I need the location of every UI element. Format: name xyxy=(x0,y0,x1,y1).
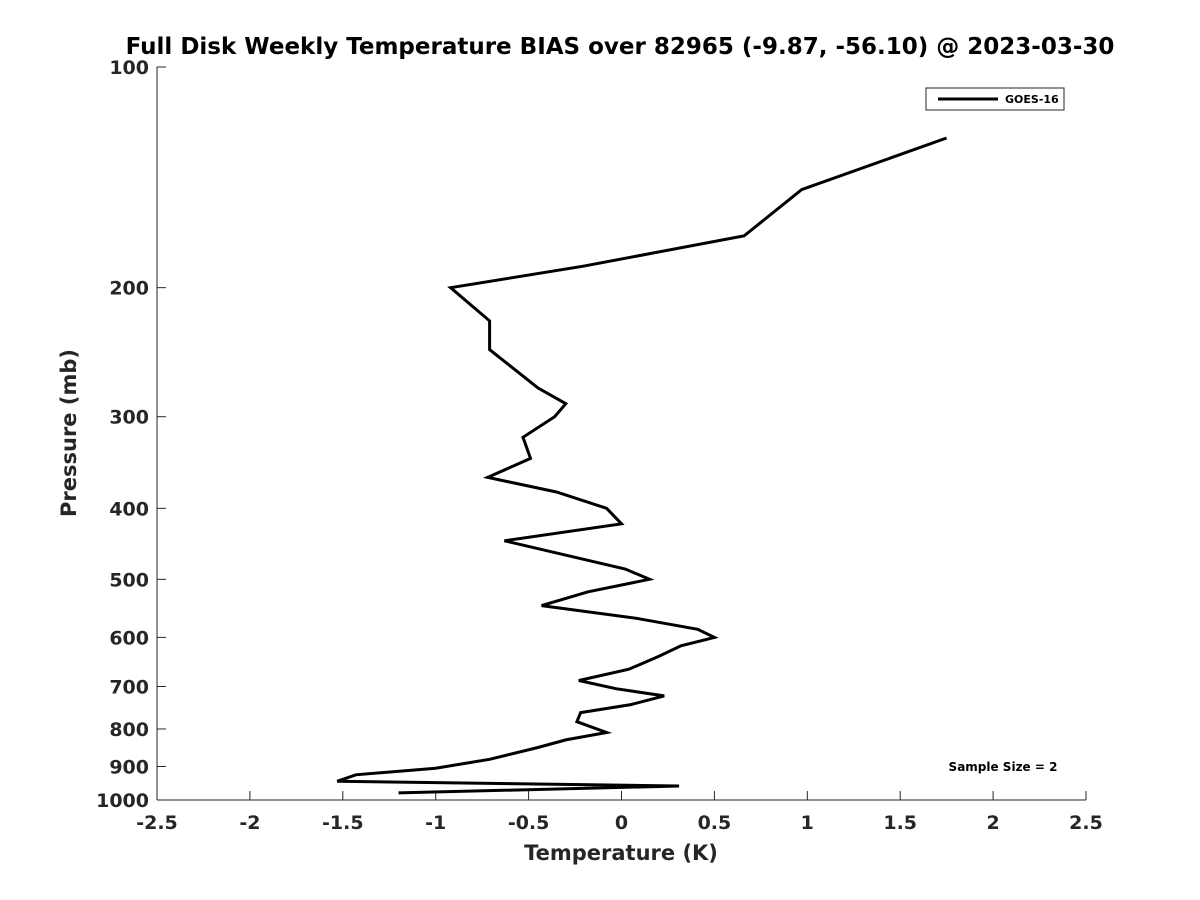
legend-label: GOES-16 xyxy=(1005,93,1059,106)
legend: GOES-16 xyxy=(925,87,1065,111)
x-tick-label: 1 xyxy=(801,812,814,834)
x-tick-label: 0.5 xyxy=(698,812,732,834)
y-tick-label: 800 xyxy=(109,719,149,741)
y-axis-label: Pressure (mb) xyxy=(57,349,81,517)
y-tick-label: 100 xyxy=(109,57,149,79)
series-line xyxy=(336,136,948,795)
y-tick-label: 200 xyxy=(109,278,149,300)
y-tick-label: 1000 xyxy=(96,790,149,812)
y-tick-label: 600 xyxy=(109,627,149,649)
x-tick-label: -2.5 xyxy=(136,812,178,834)
x-tick-label: 2 xyxy=(986,812,999,834)
y-tick-label: 300 xyxy=(109,407,149,429)
x-ticks: -2.5 -2 -1.5 -1 -0.5 0 0.5 1 1.5 2 2.5 xyxy=(136,791,1103,834)
y-tick-label: 900 xyxy=(109,756,149,778)
chart-title: Full Disk Weekly Temperature BIAS over 8… xyxy=(126,34,1115,60)
x-axis-label: Temperature (K) xyxy=(524,841,718,865)
y-tick-label: 500 xyxy=(109,569,149,591)
x-tick-label: 1.5 xyxy=(883,812,917,834)
y-tick-label: 400 xyxy=(109,498,149,520)
x-tick-label: -1 xyxy=(425,812,446,834)
x-tick-label: -1.5 xyxy=(322,812,364,834)
y-ticks: 100 200 300 400 500 600 700 800 900 1000 xyxy=(96,57,166,812)
x-tick-label: -0.5 xyxy=(508,812,550,834)
plot-lines xyxy=(336,136,948,795)
x-tick-label: 0 xyxy=(615,812,628,834)
x-tick-label: -2 xyxy=(239,812,260,834)
sample-size-annotation: Sample Size = 2 xyxy=(949,760,1058,774)
y-tick-label: 700 xyxy=(109,676,149,698)
x-tick-label: 2.5 xyxy=(1069,812,1103,834)
